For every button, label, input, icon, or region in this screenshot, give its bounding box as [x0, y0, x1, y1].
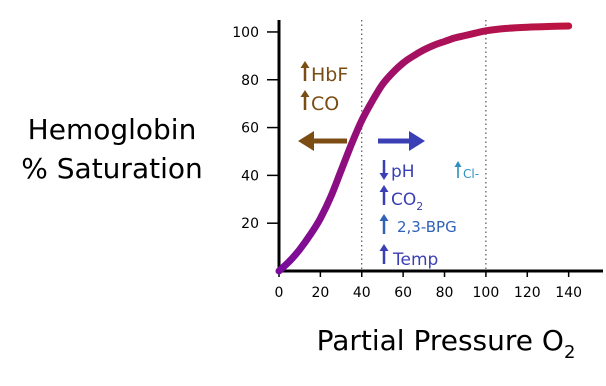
x-tick-label: 100 — [473, 285, 500, 301]
x-tick-label: 140 — [555, 285, 582, 301]
co2-label: CO2 — [391, 190, 423, 213]
hbf-label: HbF — [311, 64, 348, 86]
annotation-hbf: HbF — [300, 61, 348, 86]
up-arrow-icon — [379, 244, 389, 264]
y-ticks: 20 40 60 80 100 — [232, 25, 279, 232]
temp-label: Temp — [392, 250, 438, 270]
down-arrow-icon — [379, 160, 389, 180]
annotation-co: CO — [300, 90, 339, 115]
y-axis-label-line-2: % Saturation — [21, 152, 202, 185]
saturation-curve — [275, 22, 573, 275]
x-tick-label: 80 — [436, 285, 454, 301]
x-tick-label: 40 — [353, 285, 371, 301]
x-tick-label: 120 — [514, 285, 541, 301]
cl-label: Cl- — [463, 167, 479, 181]
y-tick-label: 60 — [241, 121, 259, 137]
up-arrow-icon — [300, 90, 310, 110]
co-label: CO — [311, 93, 339, 115]
annotation-co2: CO2 — [379, 185, 423, 213]
annotation-cl: Cl- — [454, 161, 479, 181]
annotation-ph: pH — [379, 160, 415, 182]
annotation-bpg: 2,3-BPG — [379, 214, 457, 236]
annotation-temp: Temp — [379, 244, 438, 270]
x-tick-label: 0 — [275, 285, 284, 301]
x-ticks: 0 20 40 60 80 100 120 140 — [275, 271, 582, 301]
y-axis-label-line-1: Hemoglobin — [28, 113, 197, 146]
y-tick-label: 20 — [241, 216, 259, 232]
up-arrow-icon — [379, 214, 389, 234]
x-tick-label: 20 — [311, 285, 329, 301]
up-arrow-icon — [379, 185, 389, 205]
x-axis-label: Partial Pressure O2 — [317, 324, 576, 363]
y-tick-label: 80 — [241, 73, 259, 89]
bpg-label: 2,3-BPG — [397, 218, 457, 236]
x-tick-label: 60 — [394, 285, 412, 301]
ph-label: pH — [391, 162, 415, 182]
y-tick-label: 100 — [232, 25, 259, 41]
up-arrow-icon — [454, 161, 462, 178]
left-shift-arrow — [298, 131, 347, 151]
up-arrow-icon — [300, 61, 310, 81]
y-tick-label: 40 — [241, 168, 259, 184]
right-shift-arrow — [378, 131, 425, 151]
